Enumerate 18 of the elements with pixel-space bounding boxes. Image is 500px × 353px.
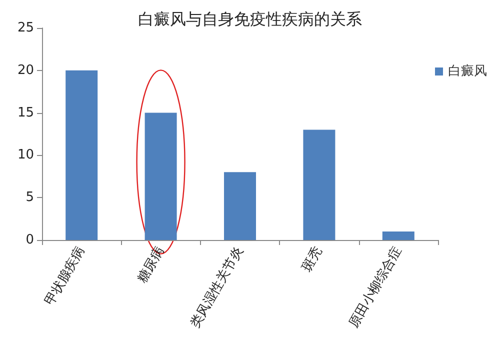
y-tick-label: 15 xyxy=(17,105,34,120)
y-tick-label: 20 xyxy=(17,62,34,78)
x-tick-label: 甲状腺疾病 xyxy=(42,244,88,308)
bar xyxy=(382,232,414,240)
chart-title: 白癜风与自身免疫性疾病的关系 xyxy=(138,10,362,28)
x-tick-label: 类风湿性关节炎 xyxy=(188,244,246,331)
legend-label: 白癜风 xyxy=(448,64,487,79)
y-tick-label: 5 xyxy=(26,190,34,206)
y-tick-label: 25 xyxy=(17,20,34,36)
y-tick-label: 10 xyxy=(17,148,34,163)
bar xyxy=(66,70,98,240)
x-tick-label: 斑秃 xyxy=(300,244,326,274)
y-tick-label: 0 xyxy=(26,232,34,248)
x-tick-label: 糖尿病 xyxy=(134,244,168,286)
bar xyxy=(303,130,336,240)
bar xyxy=(144,112,177,240)
bar xyxy=(224,172,256,240)
x-tick-label: 原田小柳综合症 xyxy=(346,244,405,331)
